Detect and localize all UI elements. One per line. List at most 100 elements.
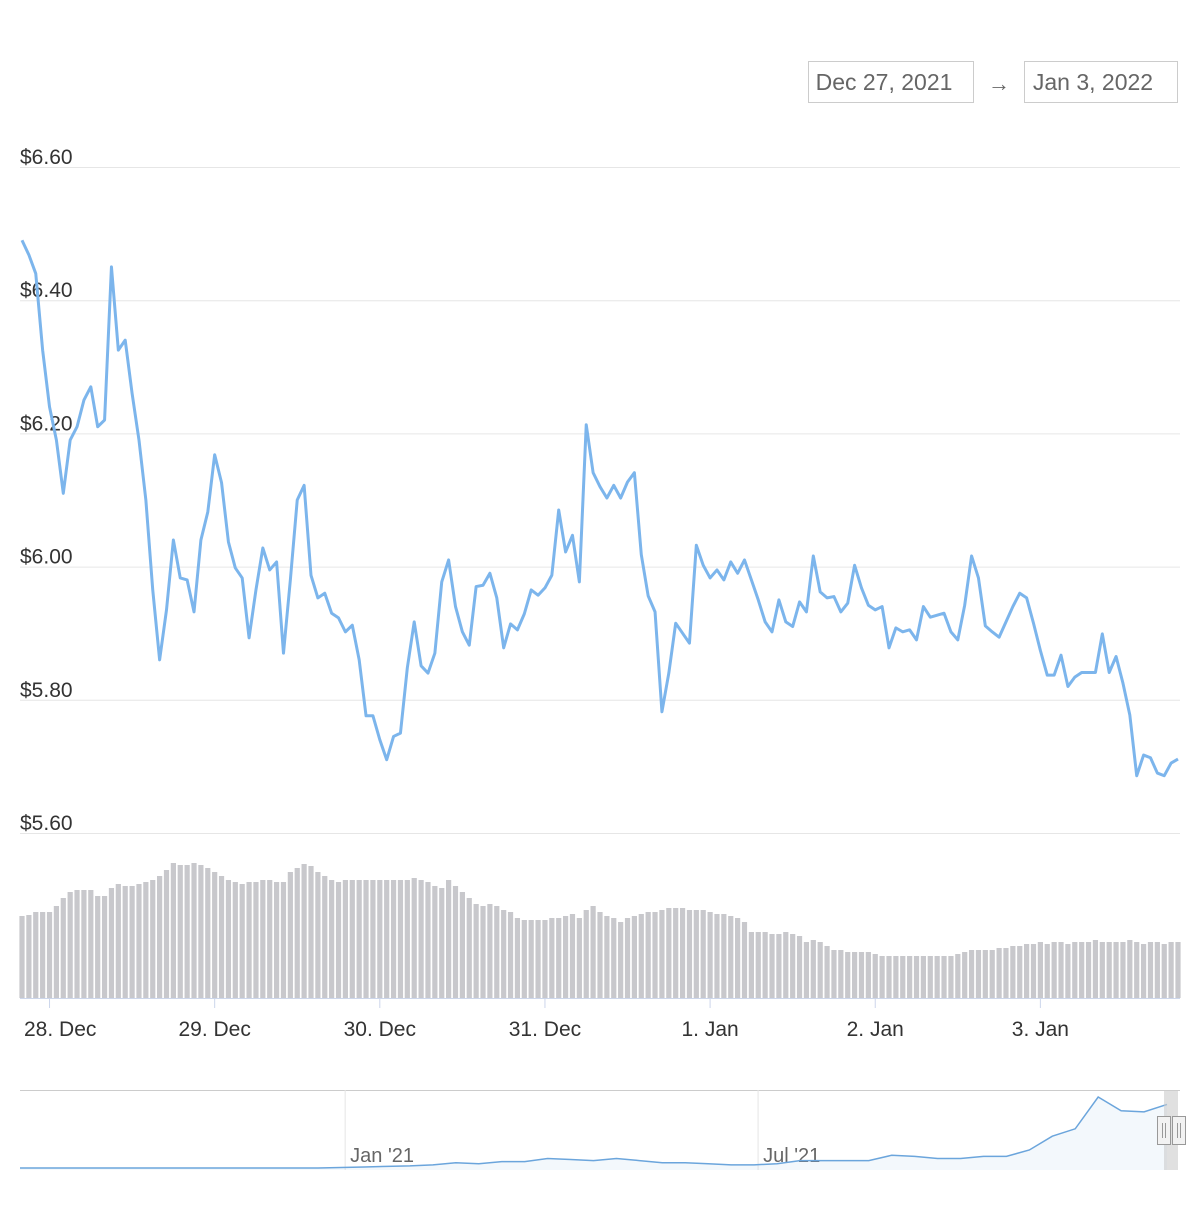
volume-bar [280, 882, 287, 998]
volume-bar [439, 888, 445, 998]
volume-bar [329, 880, 335, 998]
volume-bar [1175, 942, 1181, 998]
handle-right[interactable] [1172, 1116, 1186, 1145]
volume-bar [473, 904, 479, 998]
volume-bar [1092, 940, 1099, 998]
volume-bar [996, 948, 1002, 998]
volume-bar [308, 866, 314, 998]
volume-bar [707, 912, 713, 998]
y-tick-label: $6.00 [20, 546, 73, 569]
volume-bar [191, 863, 197, 998]
volume-bar [397, 880, 404, 998]
volume-bar [968, 950, 975, 998]
volume-bar [1010, 946, 1016, 998]
volume-bar [232, 882, 238, 998]
volume-bar [955, 954, 961, 998]
date-from-input[interactable] [808, 61, 974, 103]
volume-bar [1065, 944, 1071, 998]
volume-bar [872, 954, 878, 998]
volume-bar [446, 880, 452, 998]
volume-bar [40, 912, 46, 998]
x-tick-label: 28. Dec [24, 1018, 96, 1041]
volume-bar [1154, 942, 1160, 998]
volume-bars [19, 863, 1181, 998]
handle-left[interactable] [1157, 1116, 1171, 1145]
volume-bar [783, 932, 789, 998]
volume-bar [143, 882, 149, 998]
volume-bar [184, 865, 190, 998]
volume-bar [246, 882, 252, 998]
volume-bar [1085, 942, 1092, 998]
date-to[interactable]: Jan 3, 2022 [1033, 69, 1153, 95]
volume-bar [108, 888, 115, 998]
volume-bar [466, 898, 472, 998]
volume-bar [260, 880, 266, 998]
x-tick-label: 30. Dec [344, 1018, 416, 1041]
volume-bar [810, 940, 816, 998]
volume-bar [67, 892, 73, 998]
volume-bar [1051, 942, 1057, 998]
volume-bar [212, 872, 218, 998]
volume-bar [349, 880, 355, 998]
volume-bar [659, 910, 665, 998]
volume-bar [755, 932, 761, 998]
navigator: Jan '21 Jul '21 [20, 1090, 1180, 1170]
volume-bar [1058, 942, 1064, 998]
date-to-input[interactable] [1024, 61, 1178, 103]
volume-bar [356, 880, 362, 998]
volume-bar [700, 910, 706, 998]
volume-bar [411, 878, 417, 998]
volume-bar [480, 906, 486, 998]
volume-bar [1134, 942, 1140, 998]
x-tick-label: 29. Dec [178, 1018, 250, 1041]
volume-bar [46, 912, 53, 998]
volume-bar [101, 896, 108, 998]
volume-bar [989, 950, 995, 998]
x-tick-label: 3. Jan [1012, 1018, 1069, 1041]
volume-bar [597, 912, 603, 998]
volume-bar [287, 872, 293, 998]
volume-bar [129, 886, 135, 998]
volume-bar [507, 912, 514, 998]
volume-bar [253, 882, 259, 998]
y-tick-label: $5.80 [20, 679, 73, 702]
volume-bar [576, 918, 582, 998]
volume-bar [631, 916, 638, 998]
volume-bar [803, 942, 810, 998]
navigator-label: Jul '21 [763, 1145, 820, 1167]
volume-bar [19, 916, 25, 998]
volume-bar [796, 936, 803, 998]
volume-bar [645, 912, 651, 998]
volume-bar [1147, 942, 1154, 998]
volume-bar [1168, 942, 1174, 998]
volume-bar [748, 932, 754, 998]
volume-bar [88, 890, 94, 998]
x-tick-label: 1. Jan [681, 1018, 738, 1041]
x-tick-label: 2. Jan [847, 1018, 904, 1041]
date-from[interactable]: Dec 27, 2021 [816, 69, 953, 95]
volume-bar [218, 876, 225, 998]
volume-bar [686, 910, 693, 998]
navigator-handle[interactable] [1157, 1090, 1186, 1170]
volume-bar [934, 956, 940, 998]
volume-bar [893, 956, 899, 998]
date-arrow: → [988, 71, 1010, 96]
volume-bar [81, 890, 87, 998]
volume-bar [521, 920, 527, 998]
volume-bar [638, 914, 644, 998]
volume-bar [817, 942, 823, 998]
volume-bar [790, 934, 796, 998]
volume-bar [177, 865, 183, 998]
volume-bar [975, 950, 982, 998]
volume-bar [157, 876, 163, 998]
volume-bar [1017, 946, 1023, 998]
volume-bar [115, 884, 121, 998]
volume-bar [776, 934, 782, 998]
price-line [20, 239, 1179, 778]
volume-bar [390, 880, 397, 998]
volume-bar [762, 932, 768, 998]
volume-bar [907, 956, 913, 998]
volume-bar [1072, 942, 1078, 998]
volume-bar [728, 916, 734, 998]
volume-bar [60, 898, 66, 998]
